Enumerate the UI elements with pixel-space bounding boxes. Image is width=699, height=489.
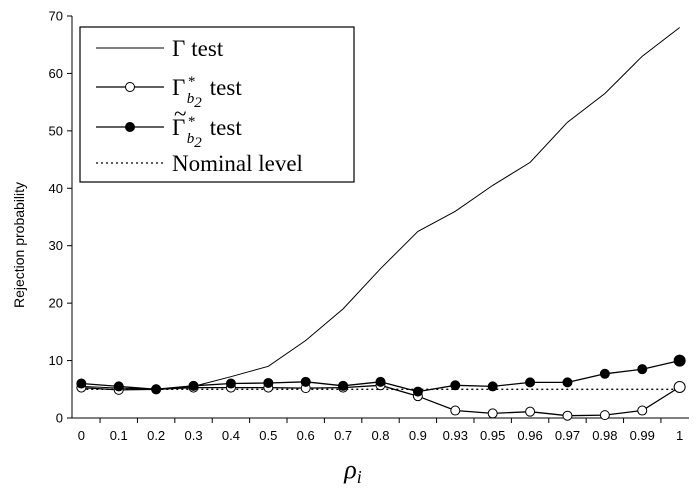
x-tick-label: 0.3 [184, 428, 202, 443]
y-tick-label: 70 [49, 9, 63, 24]
y-tick-label: 50 [49, 123, 63, 138]
data-point-open [450, 405, 461, 416]
data-point-filled [76, 378, 87, 389]
x-tick-label: 0.8 [371, 428, 389, 443]
data-point-filled [375, 376, 386, 387]
y-tick-label: 60 [49, 66, 63, 81]
x-axis-label: ρi [343, 455, 362, 487]
x-axis-ticks: 0 0.1 0.2 0.3 0.4 0.5 0.6 0.7 0.8 0.9 0.93 0.95 0.96… [78, 418, 683, 443]
y-axis-ticks: 0 10 20 30 40 50 60 70 [49, 9, 72, 426]
data-point-open [562, 410, 573, 421]
x-tick-label: 0.2 [147, 428, 165, 443]
data-point-filled [637, 364, 648, 375]
data-point-filled [450, 380, 461, 391]
y-tick-label: 0 [56, 411, 63, 426]
data-point-filled [412, 386, 423, 397]
x-tick-label: 0.95 [480, 428, 505, 443]
x-tick-label: 0 [78, 428, 85, 443]
x-tick-label: 0.98 [592, 428, 617, 443]
y-tick-label: 30 [49, 238, 63, 253]
legend-tilde-2: ~ [174, 101, 186, 126]
x-tick-label: 0.6 [297, 428, 315, 443]
x-tick-label: 0.5 [259, 428, 277, 443]
data-point-filled [151, 384, 162, 395]
y-tick-label: 20 [49, 296, 63, 311]
data-point-filled [562, 377, 573, 388]
data-point-filled [599, 368, 610, 379]
x-tick-label: 0.4 [222, 428, 240, 443]
data-point-filled [338, 380, 349, 391]
data-point-open [673, 380, 686, 393]
data-point-filled [525, 377, 536, 388]
y-axis-label: Rejection probability [11, 182, 27, 308]
series-layer [76, 27, 686, 421]
data-point-filled [300, 376, 311, 387]
data-point-open [525, 406, 536, 417]
y-tick-label: 10 [49, 353, 63, 368]
x-tick-label: 0.97 [555, 428, 580, 443]
x-tick-label: 0.99 [630, 428, 655, 443]
y-tick-label: 40 [49, 181, 63, 196]
legend-box [79, 26, 355, 183]
data-point-filled [487, 381, 498, 392]
legend-label-3: Nominal level [172, 151, 303, 176]
data-point-filled [225, 378, 236, 389]
data-point-filled [263, 377, 274, 388]
legend-label-2: Γ * b2test [172, 114, 242, 151]
x-tick-label: 0.93 [443, 428, 468, 443]
x-tick-label: 0.1 [110, 428, 128, 443]
legend-marker-2 [125, 122, 135, 132]
data-point-open [487, 408, 498, 419]
x-tick-label: 0.9 [409, 428, 427, 443]
x-tick-label: 1 [676, 428, 683, 443]
x-tick-label: 0.7 [334, 428, 352, 443]
data-point-filled [673, 354, 686, 367]
data-point-filled [188, 380, 199, 391]
legend-marker-1 [125, 82, 135, 92]
legend-label-1: Γ * b2test [172, 74, 242, 111]
data-point-open [599, 410, 610, 421]
x-tick-label: 0.96 [517, 428, 542, 443]
data-point-filled [113, 381, 124, 392]
data-point-open [637, 405, 648, 416]
